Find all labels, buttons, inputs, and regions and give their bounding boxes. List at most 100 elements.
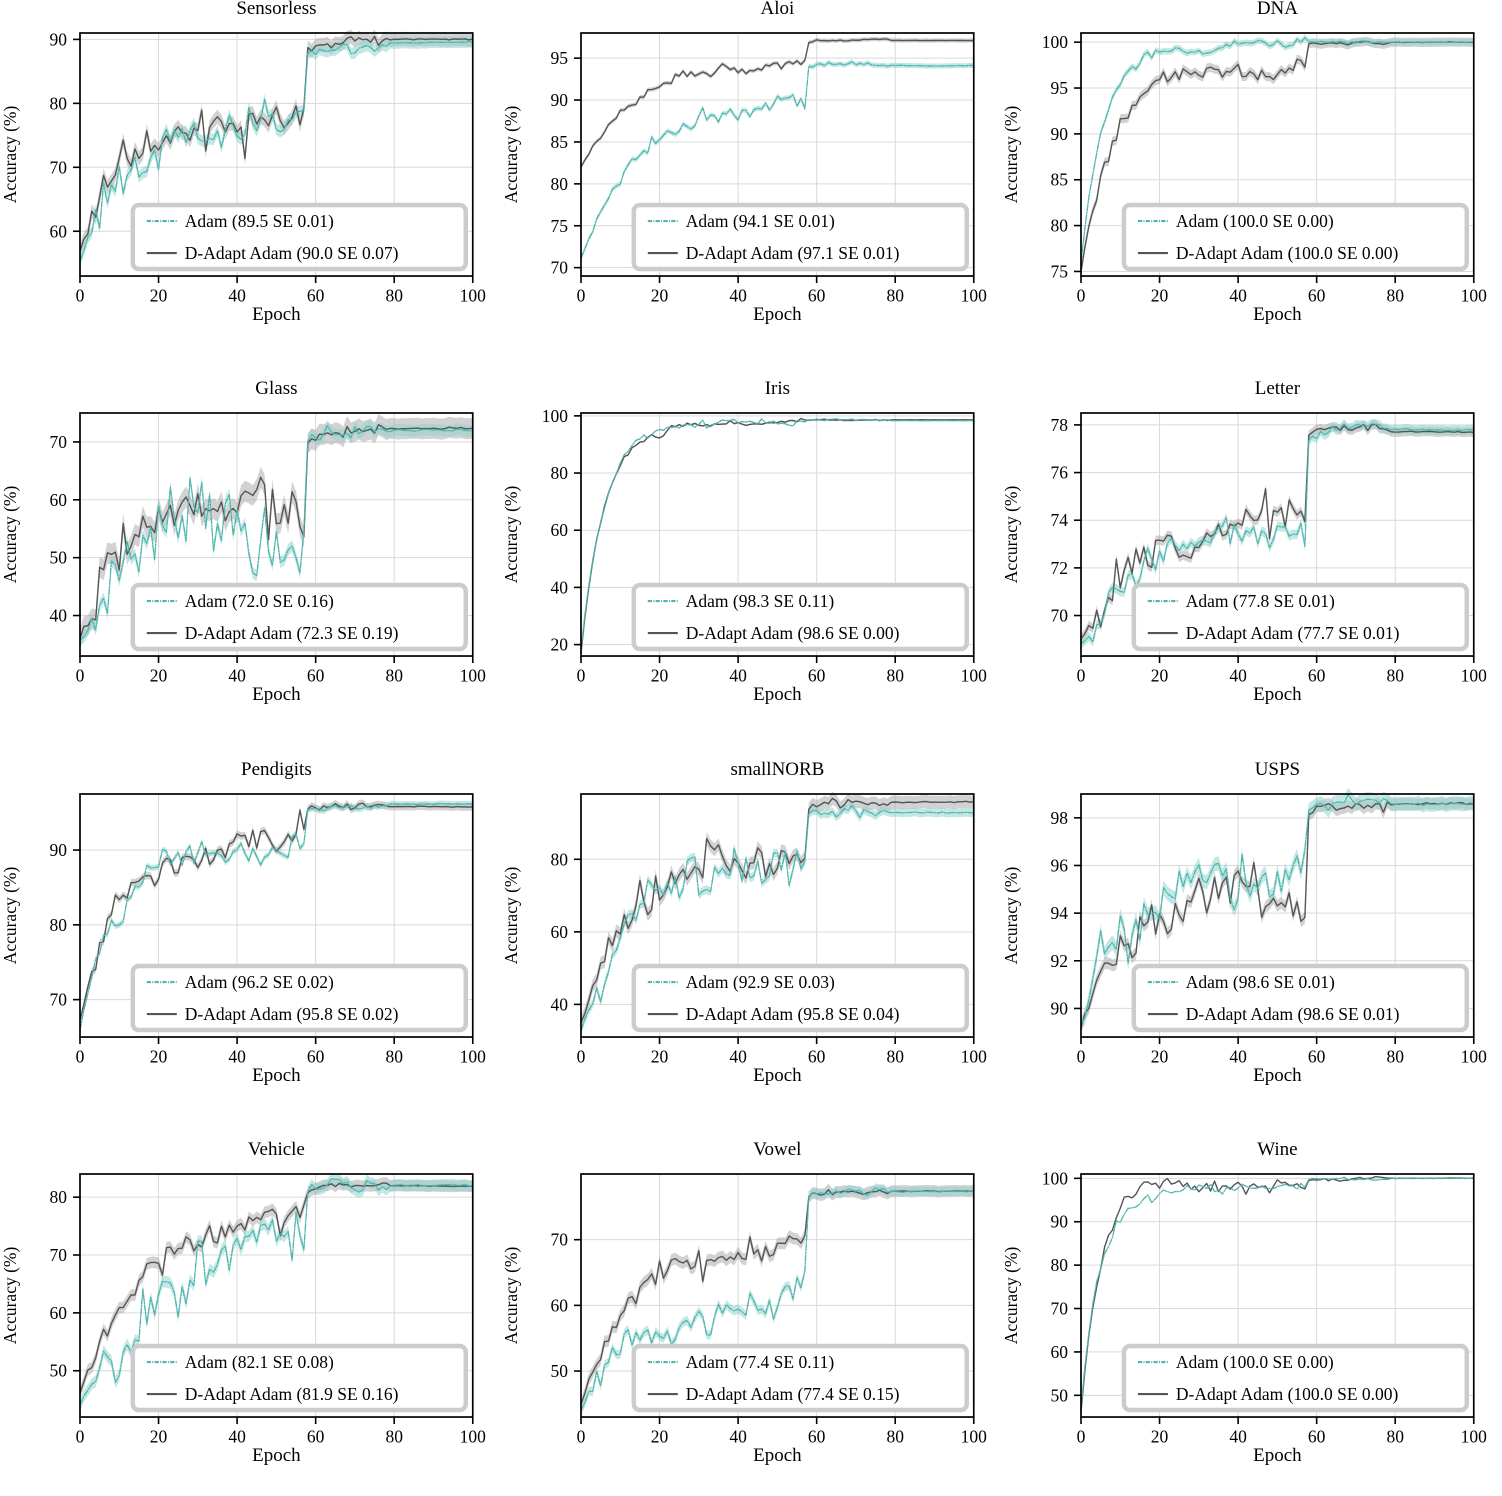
svg-text:60: 60 [1308, 1426, 1326, 1446]
svg-text:Epoch: Epoch [753, 684, 802, 705]
svg-text:D-Adapt Adam (98.6 SE 0.00): D-Adapt Adam (98.6 SE 0.00) [685, 623, 899, 643]
svg-text:76: 76 [1051, 463, 1069, 483]
svg-text:Accuracy (%): Accuracy (%) [501, 106, 521, 204]
svg-text:74: 74 [1051, 511, 1069, 531]
svg-text:Aloi: Aloi [760, 0, 794, 19]
svg-text:D-Adapt Adam (77.4 SE 0.15): D-Adapt Adam (77.4 SE 0.15) [685, 1384, 899, 1404]
svg-text:Adam (89.5 SE 0.01): Adam (89.5 SE 0.01) [185, 211, 334, 231]
svg-text:Adam (98.3 SE 0.11): Adam (98.3 SE 0.11) [685, 591, 834, 611]
svg-text:Epoch: Epoch [252, 304, 301, 325]
svg-text:0: 0 [1077, 1046, 1086, 1066]
svg-text:100: 100 [1461, 285, 1487, 305]
svg-text:60: 60 [808, 1426, 826, 1446]
svg-text:D-Adapt Adam (90.0 SE 0.07): D-Adapt Adam (90.0 SE 0.07) [185, 243, 399, 263]
svg-text:100: 100 [960, 1046, 986, 1066]
svg-text:80: 80 [886, 285, 904, 305]
svg-text:0: 0 [76, 1046, 85, 1066]
svg-text:Adam (82.1 SE 0.08): Adam (82.1 SE 0.08) [185, 1352, 334, 1372]
svg-text:75: 75 [550, 216, 568, 236]
svg-text:92: 92 [1051, 950, 1068, 970]
svg-text:20: 20 [650, 1426, 668, 1446]
svg-text:USPS: USPS [1255, 761, 1300, 780]
svg-text:100: 100 [960, 1426, 986, 1446]
svg-text:70: 70 [550, 258, 568, 278]
svg-text:0: 0 [576, 666, 585, 686]
svg-text:Epoch: Epoch [252, 684, 301, 705]
svg-text:40: 40 [729, 285, 747, 305]
svg-text:Epoch: Epoch [1253, 304, 1302, 325]
svg-text:D-Adapt Adam (100.0 SE 0.00): D-Adapt Adam (100.0 SE 0.00) [1176, 243, 1399, 263]
svg-text:40: 40 [729, 1426, 747, 1446]
svg-text:0: 0 [1077, 285, 1086, 305]
svg-text:90: 90 [550, 90, 568, 110]
svg-text:20: 20 [550, 635, 568, 655]
svg-text:40: 40 [228, 1426, 246, 1446]
svg-text:Vehicle: Vehicle [248, 1141, 305, 1160]
svg-text:100: 100 [1042, 1168, 1068, 1188]
svg-text:80: 80 [50, 1187, 68, 1207]
svg-text:40: 40 [50, 606, 68, 626]
svg-text:40: 40 [228, 1046, 246, 1066]
svg-text:60: 60 [550, 921, 568, 941]
svg-text:100: 100 [1461, 666, 1487, 686]
svg-text:D-Adapt Adam (97.1 SE 0.01): D-Adapt Adam (97.1 SE 0.01) [685, 243, 899, 263]
svg-text:40: 40 [729, 1046, 747, 1066]
svg-text:D-Adapt Adam (81.9 SE 0.16): D-Adapt Adam (81.9 SE 0.16) [185, 1384, 399, 1404]
svg-text:60: 60 [307, 1426, 325, 1446]
svg-text:Adam (77.8 SE 0.01): Adam (77.8 SE 0.01) [1186, 591, 1335, 611]
svg-text:D-Adapt Adam (100.0 SE 0.00): D-Adapt Adam (100.0 SE 0.00) [1176, 1384, 1399, 1404]
svg-text:50: 50 [1051, 1385, 1069, 1405]
svg-text:20: 20 [150, 666, 168, 686]
svg-text:80: 80 [385, 285, 403, 305]
svg-text:70: 70 [550, 1230, 568, 1250]
svg-text:94: 94 [1051, 903, 1069, 923]
svg-text:70: 70 [50, 989, 68, 1009]
svg-text:70: 70 [50, 432, 68, 452]
svg-text:90: 90 [1051, 124, 1069, 144]
svg-text:100: 100 [1461, 1046, 1487, 1066]
svg-text:80: 80 [385, 666, 403, 686]
svg-text:20: 20 [1151, 1046, 1169, 1066]
svg-text:Accuracy (%): Accuracy (%) [0, 486, 20, 584]
svg-text:100: 100 [460, 1046, 486, 1066]
svg-text:Wine: Wine [1258, 1141, 1298, 1160]
svg-text:20: 20 [150, 1046, 168, 1066]
svg-text:95: 95 [1051, 78, 1069, 98]
svg-text:smallNORB: smallNORB [730, 761, 824, 780]
svg-text:80: 80 [550, 849, 568, 869]
svg-text:70: 70 [50, 1245, 68, 1265]
svg-text:40: 40 [550, 994, 568, 1014]
svg-text:Adam (77.4 SE 0.11): Adam (77.4 SE 0.11) [685, 1352, 834, 1372]
svg-text:Adam (72.0 SE 0.16): Adam (72.0 SE 0.16) [185, 591, 334, 611]
svg-text:60: 60 [1308, 1046, 1326, 1066]
svg-text:Epoch: Epoch [252, 1065, 301, 1086]
svg-text:Pendigits: Pendigits [241, 761, 312, 780]
svg-text:60: 60 [307, 1046, 325, 1066]
svg-text:Adam (94.1 SE 0.01): Adam (94.1 SE 0.01) [685, 211, 834, 231]
svg-text:78: 78 [1051, 415, 1069, 435]
svg-text:0: 0 [576, 1426, 585, 1446]
svg-text:80: 80 [550, 174, 568, 194]
svg-text:Epoch: Epoch [1253, 684, 1302, 705]
svg-text:60: 60 [50, 1303, 68, 1323]
svg-text:60: 60 [808, 666, 826, 686]
svg-text:70: 70 [50, 157, 68, 177]
svg-text:Adam (98.6 SE 0.01): Adam (98.6 SE 0.01) [1186, 972, 1335, 992]
svg-text:Accuracy (%): Accuracy (%) [1001, 866, 1021, 964]
svg-text:0: 0 [76, 285, 85, 305]
svg-text:Adam (100.0 SE 0.00): Adam (100.0 SE 0.00) [1176, 211, 1334, 231]
svg-text:20: 20 [650, 285, 668, 305]
svg-text:0: 0 [576, 1046, 585, 1066]
svg-text:Accuracy (%): Accuracy (%) [1001, 106, 1021, 204]
svg-text:80: 80 [886, 1426, 904, 1446]
svg-text:40: 40 [1230, 1046, 1248, 1066]
svg-text:80: 80 [1387, 285, 1405, 305]
svg-text:Accuracy (%): Accuracy (%) [0, 866, 20, 964]
svg-text:100: 100 [541, 406, 567, 426]
svg-text:75: 75 [1051, 261, 1069, 281]
svg-text:100: 100 [960, 666, 986, 686]
svg-text:Accuracy (%): Accuracy (%) [1001, 486, 1021, 584]
svg-text:D-Adapt Adam (77.7 SE 0.01): D-Adapt Adam (77.7 SE 0.01) [1186, 623, 1400, 643]
svg-text:40: 40 [729, 666, 747, 686]
svg-text:50: 50 [50, 1361, 68, 1381]
